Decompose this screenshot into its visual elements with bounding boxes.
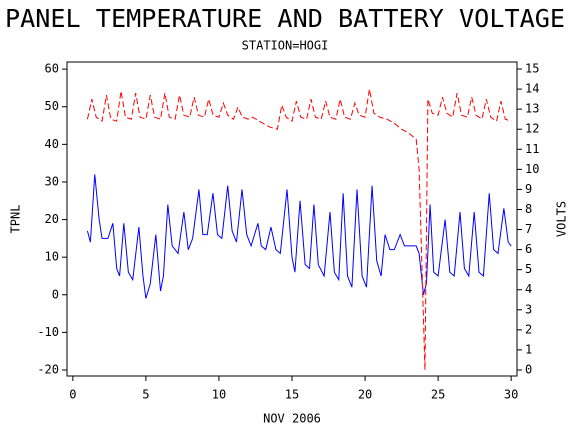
y2-tick-label: 7	[525, 222, 532, 236]
data-line	[86, 174, 512, 299]
x-tick-label: 10	[212, 388, 226, 402]
chart-title: PANEL TEMPERATURE AND BATTERY VOLTAGE	[5, 4, 565, 33]
y-tick-label: 40	[45, 137, 59, 151]
x-tick-label: 20	[358, 388, 372, 402]
y-tick-label: 30	[45, 174, 59, 188]
y2-tick-label: 3	[525, 302, 532, 316]
y2-tick-label: 15	[525, 62, 539, 76]
y2-tick-label: 4	[525, 282, 532, 296]
y-tick-label: 60	[45, 62, 59, 76]
y-axis-label: TPNL	[9, 205, 23, 234]
plot-frame	[66, 61, 518, 377]
y-tick-label: 0	[52, 287, 59, 301]
y2-tick-label: 0	[525, 362, 532, 376]
y2-tick-label: 8	[525, 202, 532, 216]
y2-tick-label: 1	[525, 342, 532, 356]
y2-tick-label: 12	[525, 122, 539, 136]
y2-tick-label: 13	[525, 102, 539, 116]
chart-subtitle: STATION=HOGI	[242, 39, 329, 53]
y-tick-label: -20	[37, 362, 59, 376]
y-tick-label: 20	[45, 212, 59, 226]
y2-tick-label: 2	[525, 322, 532, 336]
y2-tick-label: 5	[525, 262, 532, 276]
y2-tick-label: 10	[525, 162, 539, 176]
y2-tick-label: 14	[525, 82, 539, 96]
y2-tick-label: 11	[525, 142, 539, 156]
x-tick-label: 5	[142, 388, 149, 402]
y-tick-label: -10	[37, 325, 59, 339]
x-tick-label: 25	[431, 388, 445, 402]
y2-axis-label: VOLTS	[555, 201, 569, 237]
y2-tick-label: 6	[525, 242, 532, 256]
x-tick-label: 15	[285, 388, 299, 402]
data-line	[86, 89, 512, 370]
y-tick-label: 10	[45, 250, 59, 264]
y2-tick-label: 9	[525, 182, 532, 196]
x-axis-label: NOV 2006	[263, 412, 321, 426]
x-tick-label: 30	[504, 388, 518, 402]
x-tick-label: 0	[69, 388, 76, 402]
y-tick-label: 50	[45, 99, 59, 113]
